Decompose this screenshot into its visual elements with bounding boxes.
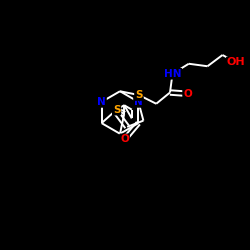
Text: N: N <box>134 97 143 107</box>
Text: O: O <box>120 134 129 144</box>
Text: HN: HN <box>164 69 181 79</box>
Text: OH: OH <box>227 58 246 68</box>
Text: S: S <box>135 90 142 100</box>
Text: S: S <box>113 104 120 115</box>
Text: N: N <box>97 97 106 107</box>
Text: O: O <box>183 89 192 99</box>
